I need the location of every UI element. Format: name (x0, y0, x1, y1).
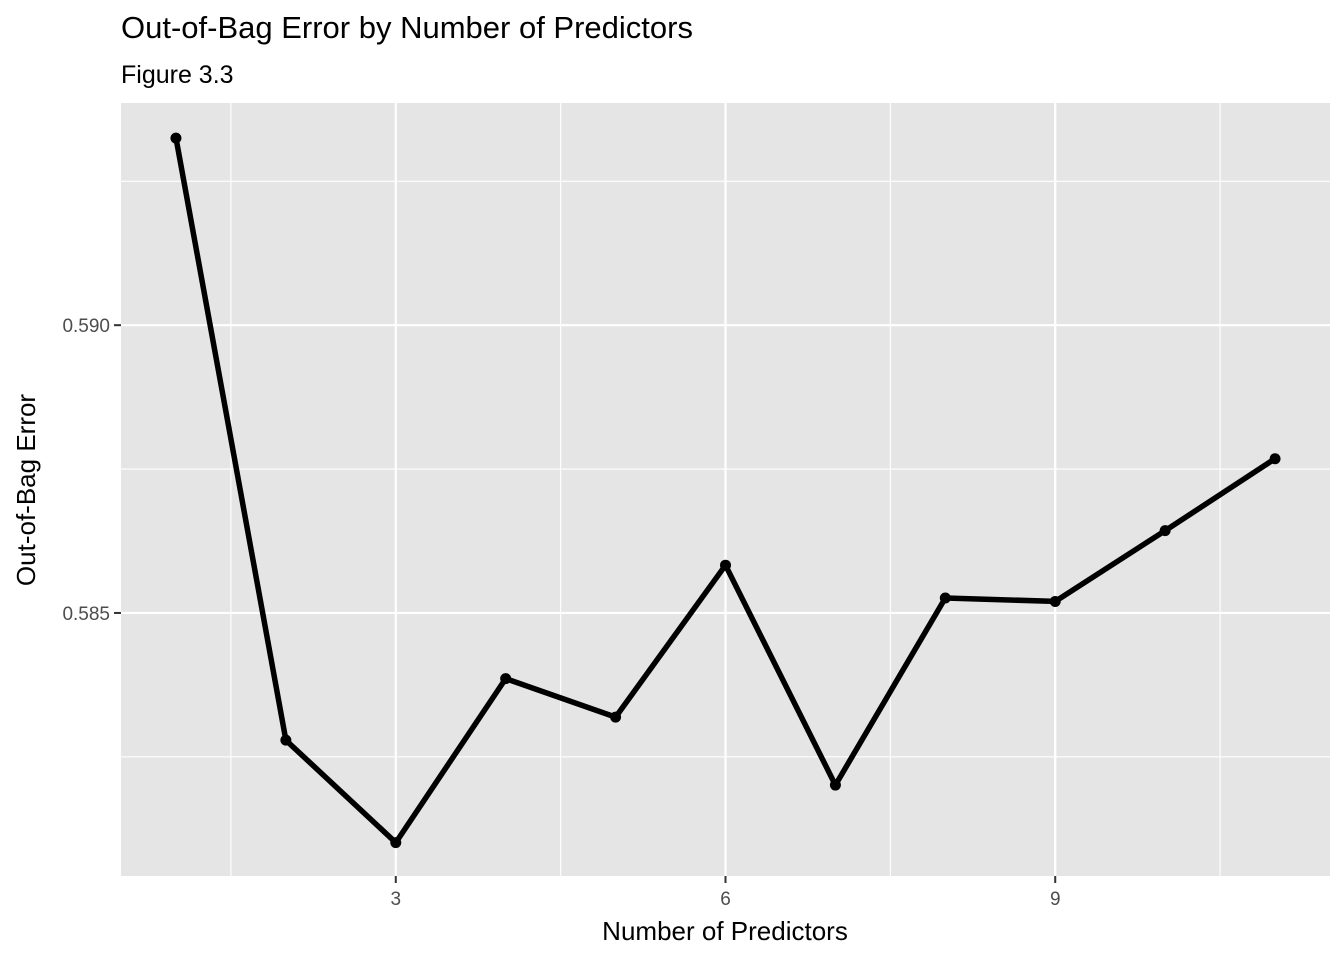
data-point (500, 673, 512, 685)
y-axis: 0.585 0.590 (62, 316, 121, 625)
chart-subtitle: Figure 3.3 (121, 61, 234, 89)
y-tick-label: 0.590 (62, 316, 110, 337)
data-point (1159, 525, 1171, 537)
data-point (610, 711, 622, 723)
x-tick-label: 6 (720, 889, 731, 910)
data-point (939, 592, 951, 604)
x-tick-label: 3 (390, 889, 401, 910)
data-point (170, 132, 182, 144)
y-tick-label: 0.585 (62, 604, 110, 625)
data-point (280, 734, 292, 746)
x-tick-label: 9 (1050, 889, 1061, 910)
x-axis-title: Number of Predictors (602, 916, 848, 946)
y-axis-title: Out-of-Bag Error (11, 394, 41, 587)
data-point (390, 837, 402, 849)
x-axis: 3 6 9 (390, 876, 1061, 910)
data-points (170, 132, 1281, 849)
data-point (720, 559, 731, 571)
chart-title: Out-of-Bag Error by Number of Predictors (121, 10, 693, 45)
data-point (1269, 453, 1281, 465)
data-point (829, 779, 841, 791)
major-gridlines (121, 103, 1330, 876)
data-point (1049, 595, 1061, 607)
